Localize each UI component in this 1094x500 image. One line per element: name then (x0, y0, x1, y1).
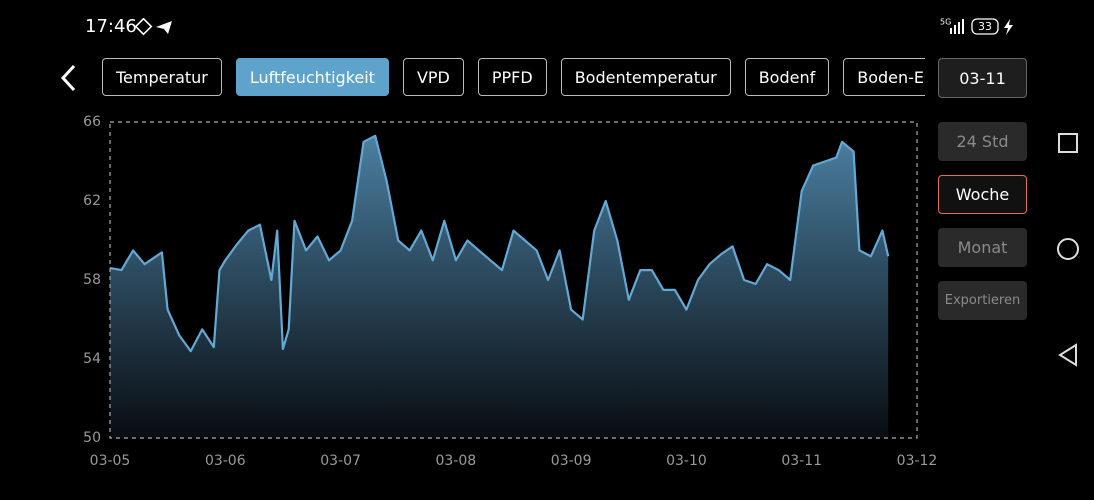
y-tick-label: 66 (83, 114, 101, 130)
status-right: 5G 33 (940, 18, 1013, 35)
tab[interactable]: Boden-EC (843, 58, 925, 96)
range-button[interactable]: 24 Std (938, 122, 1027, 161)
range-button[interactable]: Woche (938, 175, 1027, 214)
date-button[interactable]: 03-11 (938, 58, 1027, 98)
x-tick-label: 03-12 (897, 453, 938, 469)
status-icons (135, 18, 172, 36)
area-fill (110, 135, 889, 439)
tab[interactable]: Bodentemperatur (560, 58, 731, 96)
tab[interactable]: Luftfeuchtigkeit (235, 58, 389, 96)
x-tick-label: 03-06 (205, 453, 246, 469)
x-tick-label: 03-09 (551, 453, 592, 469)
x-tick-label: 03-05 (90, 453, 131, 469)
home-button[interactable] (1057, 238, 1079, 260)
x-tick-label: 03-08 (436, 453, 477, 469)
x-tick-label: 03-07 (320, 453, 361, 469)
y-tick-label: 58 (83, 272, 101, 288)
nav-bar (1057, 133, 1079, 367)
range-button[interactable]: Monat (938, 228, 1027, 267)
tab[interactable]: VPD (402, 58, 464, 96)
y-tick-label: 50 (83, 430, 101, 446)
svg-text:5G: 5G (940, 18, 951, 27)
plot-frame (109, 121, 918, 439)
line (109, 134, 890, 353)
tab[interactable]: PPFD (477, 58, 547, 96)
tab[interactable]: Bodenf (744, 58, 830, 96)
back-nav-button[interactable] (1058, 343, 1077, 367)
back-button[interactable] (56, 63, 82, 93)
status-time: 17:46 (85, 16, 137, 37)
tab[interactable]: Temperatur (102, 58, 222, 96)
export-button[interactable]: Exportieren (938, 281, 1027, 320)
x-tick-label: 03-10 (666, 453, 707, 469)
y-tick-label: 62 (83, 193, 101, 209)
battery-level: 33 (978, 20, 992, 33)
recent-button[interactable] (1058, 133, 1078, 153)
x-tick-label: 03-11 (781, 453, 822, 469)
y-tick-label: 54 (83, 351, 101, 367)
tab-bar: Temperatur Luftfeuchtigkeit VPD PPFD Bodente… (102, 58, 925, 98)
